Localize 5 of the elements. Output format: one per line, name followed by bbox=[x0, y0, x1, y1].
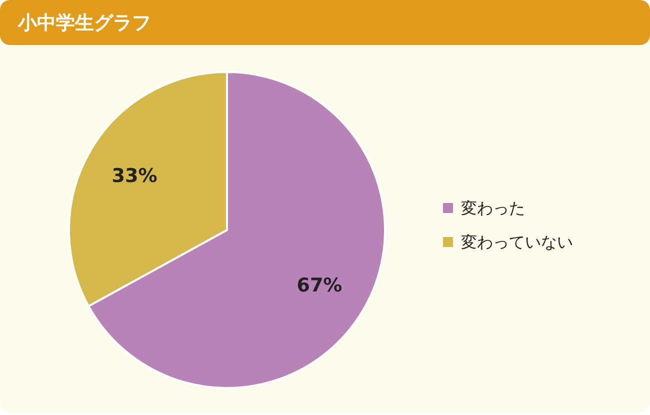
legend-label: 変わっていない bbox=[461, 232, 573, 252]
chart-title: 小中学生グラフ bbox=[17, 12, 151, 34]
data-label: 33% bbox=[112, 164, 158, 187]
legend-label: 変わった bbox=[461, 198, 525, 218]
data-label: 67% bbox=[296, 274, 342, 296]
